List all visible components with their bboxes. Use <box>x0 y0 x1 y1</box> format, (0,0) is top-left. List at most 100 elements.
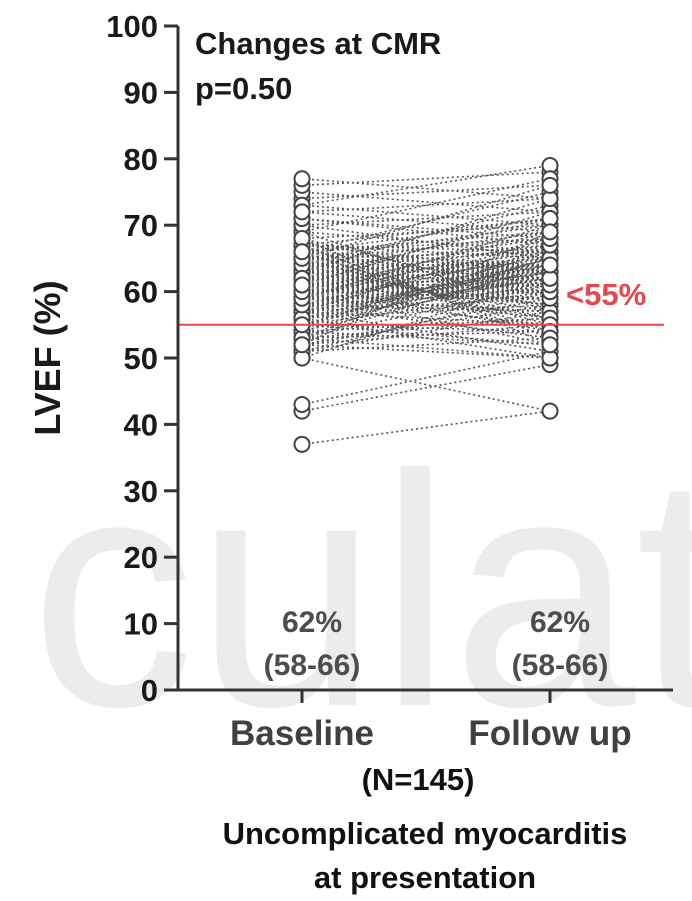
pair-line <box>301 211 551 286</box>
data-point <box>293 276 311 294</box>
pair-line <box>301 317 551 333</box>
pair-line <box>301 270 551 280</box>
pair-line <box>301 264 551 319</box>
pair-line <box>301 284 551 300</box>
pair-line <box>301 224 551 240</box>
y-tick-label: 40 <box>124 407 158 442</box>
pair-line <box>301 270 551 306</box>
data-point <box>541 336 559 354</box>
pair-line <box>301 277 551 306</box>
pair-line <box>301 284 551 293</box>
pair-line <box>301 290 551 306</box>
median-labels: 62% (58-66) 62% (58-66) <box>264 606 609 682</box>
x-axis <box>178 688 673 703</box>
pair-line <box>301 357 551 412</box>
pair-line <box>301 231 551 253</box>
pair-line <box>301 337 551 353</box>
y-tick-label: 30 <box>124 474 158 509</box>
pair-line <box>301 277 551 306</box>
pair-line <box>301 324 551 346</box>
pair-line <box>301 191 551 213</box>
data-point <box>541 223 559 241</box>
median-iqr: (58-66) <box>264 649 361 682</box>
data-point <box>293 395 311 413</box>
pair-line <box>301 244 551 339</box>
pair-line <box>301 217 551 240</box>
sample-size: (N=145) <box>362 762 475 797</box>
pair-line <box>301 184 551 260</box>
data-point <box>541 256 559 274</box>
y-tick-label: 100 <box>106 9 158 44</box>
data-point <box>293 203 311 221</box>
y-tick-label: 90 <box>124 75 158 110</box>
pair-line <box>301 284 551 293</box>
median-value: 62% <box>282 606 342 639</box>
data-point <box>293 243 311 261</box>
pair-line <box>301 317 551 339</box>
footer-line-1: Uncomplicated myocarditis <box>223 816 628 851</box>
pair-lines <box>301 164 551 446</box>
y-axis-label: LVEF (%) <box>27 280 68 435</box>
pair-line <box>301 244 551 260</box>
pair-line <box>301 330 551 339</box>
pair-line <box>301 164 551 207</box>
pair-line <box>301 237 551 313</box>
data-point <box>293 170 311 188</box>
pair-line <box>301 264 551 339</box>
pair-line <box>301 244 551 280</box>
y-tick-label: 20 <box>124 540 158 575</box>
pair-line <box>301 343 551 359</box>
median-value: 62% <box>530 606 590 639</box>
data-point <box>541 402 559 420</box>
pair-line <box>301 284 551 333</box>
pair-line <box>301 284 551 319</box>
pair-line <box>301 284 551 300</box>
pair-line <box>301 217 551 253</box>
pair-line <box>301 197 551 213</box>
pair-line <box>301 410 551 446</box>
data-point <box>541 176 559 194</box>
pair-line <box>301 224 551 300</box>
pair-line <box>301 304 551 339</box>
pair-line <box>301 231 551 313</box>
pair-line <box>301 244 551 273</box>
data-points <box>293 156 559 453</box>
y-tick-label: 0 <box>141 673 158 708</box>
pair-line <box>301 324 551 346</box>
y-tick-label: 10 <box>124 607 158 642</box>
y-tick-label: 60 <box>124 275 158 310</box>
pair-line <box>301 197 551 273</box>
pair-line <box>301 257 551 273</box>
pair-line <box>301 277 551 286</box>
y-axis: 0 10 20 30 40 50 60 70 80 90 100 <box>106 9 180 708</box>
pair-line <box>301 277 551 313</box>
median-iqr: (58-66) <box>512 649 609 682</box>
pair-line <box>301 171 551 187</box>
pair-line <box>301 177 551 200</box>
watermark: culat <box>30 406 692 775</box>
pair-line <box>301 250 551 266</box>
pair-line <box>301 304 551 319</box>
pair-line <box>301 350 551 406</box>
category-label: Baseline <box>230 714 374 753</box>
pair-line <box>301 330 551 346</box>
category-label: Follow up <box>468 714 631 753</box>
pair-line <box>301 257 551 266</box>
pair-line <box>301 204 551 226</box>
pair-line <box>301 270 551 286</box>
category-labels: Baseline Follow up <box>230 714 632 753</box>
pair-line <box>301 270 551 293</box>
pair-line <box>301 217 551 246</box>
pair-line <box>301 264 551 280</box>
pair-line <box>301 277 551 359</box>
data-point <box>293 435 311 453</box>
pair-line <box>301 250 551 266</box>
pair-line <box>301 217 551 246</box>
pair-line <box>301 363 551 412</box>
pair-line <box>301 231 551 253</box>
p-value: p=0.50 <box>195 71 292 106</box>
footer-line-2: at presentation <box>314 860 536 895</box>
changes-title: Changes at CMR <box>195 26 441 61</box>
pair-line <box>301 224 551 260</box>
y-tick-label: 70 <box>124 208 158 243</box>
